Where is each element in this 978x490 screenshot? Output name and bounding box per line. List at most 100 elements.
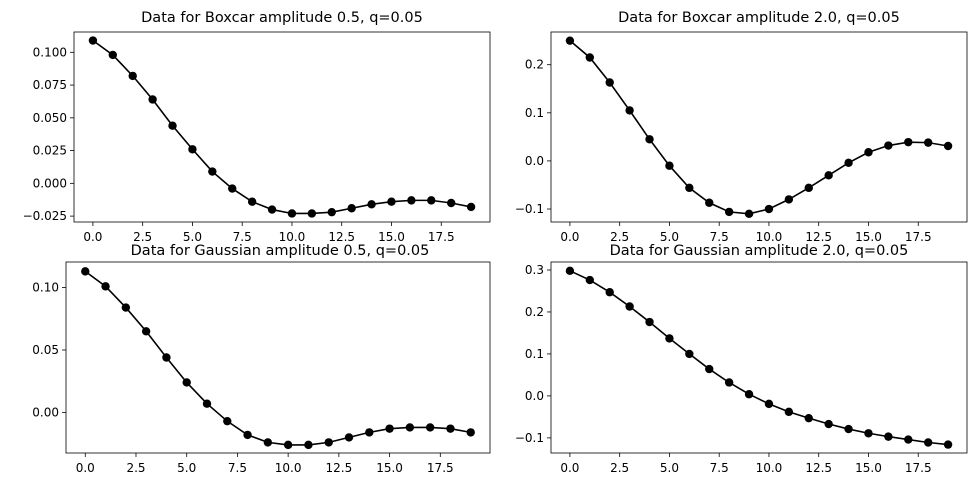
panel-title: Data for Gaussian amplitude 0.5, q=0.05 [131, 243, 430, 259]
y-tick-label: 0.050 [33, 111, 67, 125]
x-tick-label: 5.0 [660, 230, 679, 244]
data-point [804, 413, 813, 423]
x-tick-label: 10.0 [279, 230, 306, 244]
data-point [764, 399, 774, 409]
data-point [884, 432, 893, 441]
data-point [223, 416, 232, 426]
x-tick-label: 17.5 [428, 230, 455, 244]
x-tick-label: 0.0 [560, 461, 579, 475]
x-tick-label: 5.0 [177, 461, 196, 475]
axes-frame [550, 261, 968, 454]
data-point [327, 207, 336, 217]
x-tick-label: 15.0 [378, 230, 405, 244]
data-point [744, 390, 754, 399]
y-tick-label: 0.00 [32, 405, 59, 419]
data-point [367, 200, 376, 209]
x-tick-label: 10.0 [756, 230, 783, 244]
x-tick-label: 15.0 [855, 461, 882, 475]
data-point [844, 424, 853, 434]
y-tick-label: 0.0 [525, 389, 544, 403]
y-tick-label: −0.025 [23, 209, 67, 223]
data-point [764, 204, 774, 214]
x-tick-label: 7.5 [710, 461, 729, 475]
y-tick-label: 0.2 [525, 305, 544, 319]
y-tick-label: 0.10 [32, 281, 59, 295]
x-tick-label: 17.5 [427, 461, 454, 475]
data-point [585, 53, 595, 62]
data-point [784, 407, 794, 417]
data-point [188, 145, 197, 154]
data-point [665, 334, 674, 343]
x-tick-label: 5.0 [660, 461, 679, 475]
data-point [427, 196, 436, 205]
data-point [645, 135, 654, 144]
panel-title: Data for Gaussian amplitude 2.0, q=0.05 [610, 243, 909, 259]
x-tick-label: 10.0 [756, 461, 783, 475]
x-tick-label: 17.5 [905, 461, 932, 475]
x-tick-label: 0.0 [76, 461, 95, 475]
data-point [625, 302, 634, 311]
x-tick-label: 17.5 [905, 230, 932, 244]
data-point [605, 288, 614, 297]
y-tick-label: 0.2 [525, 58, 544, 72]
data-point [347, 204, 356, 213]
data-point [101, 282, 110, 291]
data-point [365, 428, 374, 437]
data-point [904, 435, 913, 444]
x-tick-label: 12.5 [328, 230, 355, 244]
x-tick-label: 2.5 [610, 230, 629, 244]
data-point [645, 317, 654, 327]
data-point [202, 399, 212, 408]
y-tick-label: 0.075 [33, 78, 67, 92]
data-point [407, 196, 416, 205]
y-tick-label: −0.1 [515, 202, 544, 216]
data-point [466, 202, 476, 212]
data-point [344, 433, 354, 442]
data-point [685, 183, 694, 193]
data-point [824, 171, 833, 180]
data-point [148, 95, 157, 104]
data-point [923, 138, 933, 147]
data-point [304, 440, 313, 450]
data-point [943, 440, 953, 449]
x-tick-label: 15.0 [376, 461, 403, 475]
data-point [446, 424, 455, 433]
y-tick-label: −0.1 [515, 431, 544, 445]
x-tick-label: 10.0 [275, 461, 302, 475]
data-point [182, 378, 191, 387]
axes-frame [550, 31, 968, 223]
data-point [425, 423, 435, 432]
data-point [884, 141, 893, 150]
x-tick-label: 2.5 [126, 461, 145, 475]
x-tick-label: 0.0 [83, 230, 102, 244]
data-point [385, 424, 394, 433]
y-tick-label: 0.3 [525, 263, 544, 277]
x-tick-label: 2.5 [133, 230, 152, 244]
y-tick-label: 0.1 [525, 106, 544, 120]
data-point [744, 209, 754, 219]
data-point [108, 50, 118, 60]
data-point [705, 364, 714, 374]
data-point [263, 438, 273, 447]
data-point [724, 207, 734, 217]
x-tick-label: 7.5 [233, 230, 252, 244]
data-point [824, 419, 833, 429]
data-point [387, 197, 396, 206]
y-tick-label: 0.000 [33, 176, 67, 190]
data-point [864, 429, 873, 438]
data-point [864, 148, 873, 157]
axes-frame [65, 261, 491, 454]
data-point [943, 141, 953, 151]
data-point [81, 267, 90, 276]
data-point [446, 198, 456, 208]
data-point [324, 438, 333, 447]
data-point [141, 327, 151, 336]
data-point [705, 198, 714, 207]
x-tick-label: 0.0 [560, 230, 579, 244]
data-point [247, 197, 257, 206]
data-point [287, 209, 297, 218]
data-point [228, 184, 237, 193]
subplot-boxcar-amplitude-2-0: Data for Boxcar amplitude 2.0, q=0.05 0.… [515, 10, 968, 244]
data-point [784, 195, 794, 204]
data-point [128, 71, 137, 81]
